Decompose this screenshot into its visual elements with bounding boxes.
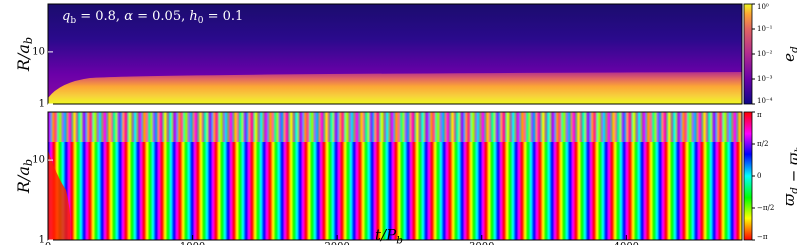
subscript: d <box>789 187 797 194</box>
colorbar-tick-label: 10⁻³ <box>757 75 773 83</box>
label-text: ϖ <box>780 193 797 206</box>
colorbar-tick-label: −π/2 <box>757 204 774 212</box>
y-tick-label: 10 <box>32 46 45 57</box>
x-tick-label: 2000 <box>324 242 349 245</box>
x-axis-label: t/Pb <box>375 226 403 245</box>
y-tick-label: 1 <box>39 99 45 110</box>
colorbar-tick-label: 10⁻² <box>757 50 773 58</box>
x-tick-label: 4000 <box>614 242 639 245</box>
x-tick-label: 1000 <box>180 242 205 245</box>
y-axis-label: R/ab <box>14 159 35 194</box>
label-text: = 0.05, <box>133 9 189 24</box>
colorbar-tick-label: 10⁻¹ <box>757 25 773 33</box>
x-tick-label: 0 <box>45 242 51 245</box>
symbol: α <box>124 9 133 24</box>
subscript: d <box>789 46 797 53</box>
colorbar <box>743 111 753 241</box>
label-text: R/a <box>14 44 33 72</box>
label-text: R/a <box>14 166 33 194</box>
colorbar-label: ϖd − ϖb <box>780 146 797 206</box>
colorbar <box>743 3 753 105</box>
subscript: b <box>793 146 797 153</box>
colorbar-tick-label: −π <box>757 233 768 241</box>
subscript: b <box>22 37 35 44</box>
label-text: − ϖ <box>785 152 797 187</box>
symbol: q <box>62 9 70 24</box>
x-tick-label: 3000 <box>469 242 494 245</box>
subscript: b <box>22 159 35 166</box>
subscript: b <box>396 235 403 245</box>
colorbar-label: ed <box>780 46 797 62</box>
label-text: e <box>780 53 797 62</box>
heatmap-region <box>48 72 742 104</box>
colorbar-tick-label: π/2 <box>757 140 768 148</box>
label-text: t/P <box>375 226 397 244</box>
y-tick-label: 1 <box>39 235 45 245</box>
heatmap-region <box>48 112 742 142</box>
axes-frame <box>47 3 743 105</box>
y-axis-label: R/ab <box>14 37 35 72</box>
colorbar-tick-label: 10⁰ <box>757 3 769 11</box>
subscript: 0 <box>198 16 204 26</box>
axes-frame <box>47 111 743 241</box>
label-text: = 0.8, <box>76 9 124 24</box>
symbol: h <box>189 9 197 24</box>
annotation: qb = 0.8, α = 0.05, h0 = 0.1 <box>62 9 243 26</box>
label-text: = 0.1 <box>203 9 243 24</box>
colorbar-tick-label: 0 <box>757 172 761 180</box>
subscript: b <box>70 16 76 26</box>
y-tick-label: 10 <box>32 155 45 166</box>
colorbar-tick-label: π <box>757 111 762 119</box>
colorbar-tick-label: 10⁻⁴ <box>757 97 773 105</box>
heatmap-region <box>48 150 71 240</box>
